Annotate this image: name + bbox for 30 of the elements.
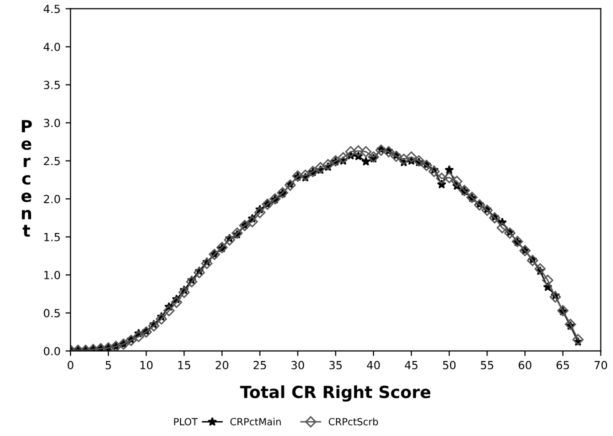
y-tick-label: 4.5 [44,4,60,14]
y-tick-label: 1.0 [44,270,60,280]
x-tick-label: 50 [443,360,456,370]
x-tick-label: 70 [594,360,608,370]
y-tick-label: 3.0 [44,118,60,128]
x-tick-label: 25 [254,360,266,370]
x-tick-label: 20 [216,360,228,370]
x-axis-title: Total CR Right Score [240,385,430,402]
x-tick-label: 35 [329,360,342,370]
y-tick-label: 2.5 [44,156,60,166]
x-tick-label: 60 [518,360,532,370]
y-tick-label: 2.0 [44,194,60,204]
y-tick-label: 0.0 [44,346,60,356]
x-tick-label: 40 [366,360,380,370]
legend-label: CRPctScrb [328,418,378,426]
x-tick-label: 45 [404,361,418,370]
x-tick-label: 55 [480,361,494,370]
y-tick-label: 1.5 [44,233,60,242]
x-tick-label: 65 [556,360,569,370]
x-tick-label: 10 [140,360,153,370]
legend-title: PLOT [174,418,198,426]
y-tick-label: 4.0 [44,42,60,52]
x-tick-label: 15 [178,361,190,370]
legend-label: CRPctMain [230,418,281,426]
x-tick-label: 0 [68,360,74,370]
y-tick-label: 0.5 [44,308,60,318]
x-tick-label: 5 [106,361,111,370]
x-tick-label: 30 [292,360,304,370]
y-axis-title: Percent [22,120,32,237]
y-tick-label: 3.5 [44,80,60,90]
